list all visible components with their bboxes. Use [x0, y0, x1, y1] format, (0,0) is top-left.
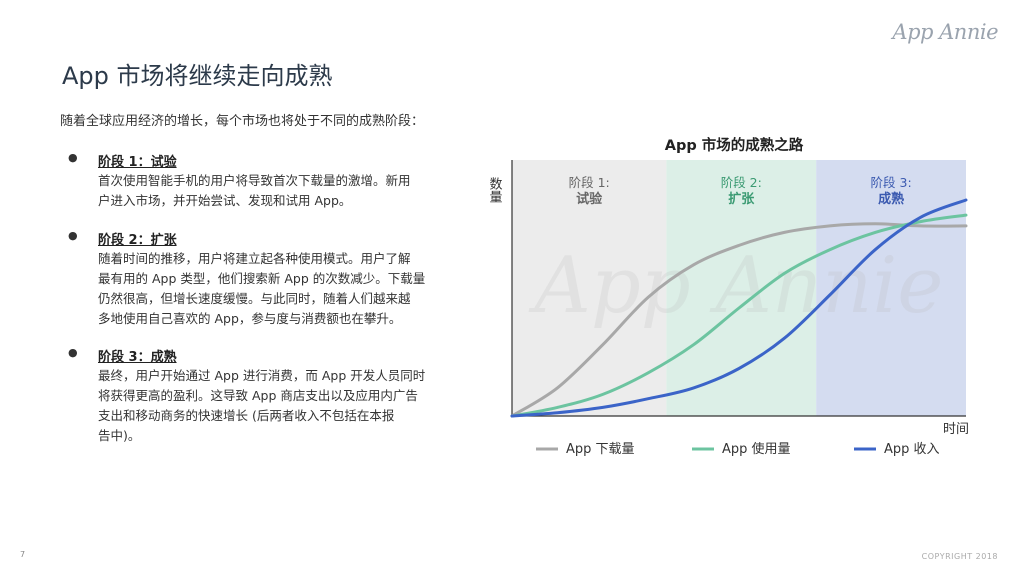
stage-3-line-3: 支出和移动商务的快速增长 (后两者收入不包括在本报 [98, 408, 395, 423]
stage-3-heading: 阶段 3：成熟 [98, 350, 177, 365]
stage-1-line-2: 户进入市场，并开始尝试、发现和试用 App。 [98, 193, 352, 208]
stage-2-heading: 阶段 2：扩张 [98, 233, 177, 248]
stage-2-description: 随着时间的推移，用户将建立起各种使用模式。用户了解 最有用的 App 类型，他们… [98, 249, 468, 329]
phase-2-name: 扩张 [728, 191, 755, 207]
stage-1-heading: 阶段 1：试验 [98, 155, 177, 170]
stage-1-line-1: 首次使用智能手机的用户将导致首次下载量的激增。新用 [98, 173, 411, 188]
series-line-downloads [510, 222, 968, 418]
stage-2-item: ● 阶段 2：扩张 随着时间的推移，用户将建立起各种使用模式。用户了解 最有用的… [68, 229, 468, 329]
phase-1-label: 阶段 1: [569, 175, 610, 190]
y-axis-label: 数量 [488, 177, 502, 203]
page-number: 7 [20, 550, 26, 559]
phase-1-band [512, 160, 667, 416]
phase-3-band [816, 160, 966, 416]
stage-3-line-2: 将获得更高的盈利。这导致 App 商店支出以及应用内广告 [98, 388, 418, 403]
stage-3-item: ● 阶段 3：成熟 最终，用户开始通过 App 进行消费，而 App 开发人员同… [68, 346, 468, 446]
legend-label-downloads: App 下载量 [566, 442, 635, 457]
stage-2-line-4: 多地使用自己喜欢的 App，参与度与消费额也在攀升。 [98, 311, 402, 326]
watermark-text: App Annie [529, 241, 944, 331]
legend-label-revenue: App 收入 [884, 442, 940, 457]
legend-label-usage: App 使用量 [722, 441, 791, 457]
series-line-usage [510, 213, 968, 418]
series-line-revenue [510, 198, 968, 418]
phase-3-name: 成熟 [878, 191, 904, 207]
stage-1-item: ● 阶段 1：试验 首次使用智能手机的用户将导致首次下载量的激增。新用 户进入市… [68, 151, 468, 211]
bullet-icon: ● [68, 346, 78, 359]
phase-2-band [666, 160, 817, 416]
phase-1-name: 试验 [576, 191, 603, 207]
phase-3-label: 阶段 3: [871, 175, 912, 190]
stage-2-line-1: 随着时间的推移，用户将建立起各种使用模式。用户了解 [98, 251, 411, 266]
bullet-icon: ● [68, 151, 78, 164]
stage-3-description: 最终，用户开始通过 App 进行消费，而 App 开发人员同时 将获得更高的盈利… [98, 366, 468, 446]
chart-title: App 市场的成熟之路 [664, 138, 804, 154]
phase-2-label: 阶段 2: [721, 175, 762, 190]
copyright-text: COPYRIGHT 2018 [921, 552, 998, 561]
stage-2-line-2: 最有用的 App 类型，他们搜索新 App 的次数减少。下载量 [98, 271, 426, 286]
stage-2-line-3: 仍然很高，但增长速度缓慢。与此同时，随着人们越来越 [98, 291, 411, 306]
stage-3-line-4: 告中)。 [98, 428, 141, 443]
stage-3-line-1: 最终，用户开始通过 App 进行消费，而 App 开发人员同时 [98, 368, 426, 383]
brand-logo: App Annie [892, 20, 998, 44]
intro-text: 随着全球应用经济的增长，每个市场也将处于不同的成熟阶段： [60, 114, 425, 129]
x-axis-label: 时间 [943, 422, 969, 437]
stage-1-description: 首次使用智能手机的用户将导致首次下载量的激增。新用 户进入市场，并开始尝试、发现… [98, 171, 468, 211]
bullet-icon: ● [68, 229, 78, 242]
page-title: App 市场将继续走向成熟 [62, 62, 333, 90]
